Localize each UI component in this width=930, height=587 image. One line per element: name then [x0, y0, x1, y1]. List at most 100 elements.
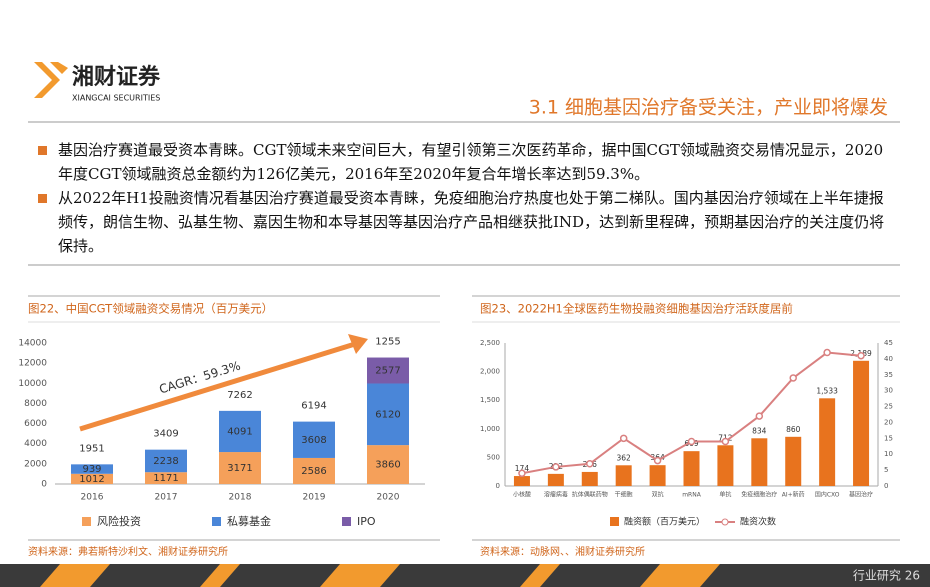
arrow — [79, 341, 356, 432]
line-marker — [552, 463, 560, 471]
bar — [853, 360, 870, 486]
bullet: 从2022年H1投融资情况看基因治疗赛道最受资本青睐，免疫细胞治疗热度也处于第二… — [36, 186, 896, 258]
y2-tick-label: 10 — [884, 450, 893, 458]
source: 资料来源：弗若斯特沙利文、湘财证券研究所 — [28, 545, 228, 558]
value-label: 834 — [752, 426, 767, 435]
total-label: 7262 — [227, 390, 252, 401]
line-marker — [619, 434, 628, 443]
total-label: 6194 — [301, 401, 326, 412]
y2-tick-label: 20 — [884, 418, 893, 426]
legend-label: 私募基金 — [227, 514, 271, 528]
legend-label: 融资次数 — [740, 516, 776, 528]
line-marker — [857, 351, 865, 360]
x-tick-label: 小核酸 — [513, 491, 531, 499]
legend-swatch — [721, 518, 729, 526]
x-tick-label: 2019 — [303, 493, 326, 503]
x-tick-label: mRNA — [682, 492, 702, 499]
bar-segment — [293, 421, 335, 458]
y-tick-label: 0 — [496, 482, 500, 490]
x-tick-label: 单抗 — [719, 491, 731, 499]
value-label: 1,533 — [816, 386, 838, 395]
segment-label: 1012 — [79, 474, 104, 485]
bar — [683, 451, 700, 486]
bar-segment — [367, 383, 409, 446]
section-title: 3.1 细胞基因治疗备受关注，产业即将爆发 — [529, 97, 888, 119]
y-tick-label: 2,500 — [480, 339, 500, 347]
x-tick-label: 抗体偶联药物 — [572, 491, 608, 499]
segment-label: 939 — [82, 464, 101, 475]
x-tick-label: 免疫细胞治疗 — [741, 491, 777, 499]
bar — [547, 473, 564, 486]
bar-segment — [71, 464, 113, 474]
bar — [615, 465, 632, 486]
y-tick-label: 2000 — [24, 459, 47, 469]
x-tick-label: 国内CXO — [815, 491, 840, 499]
legend-label: 风险投资 — [97, 514, 141, 528]
y-tick-label: 1,500 — [480, 396, 500, 404]
bullet: 基因治疗赛道最受资本青睐。CGT领域未来空间巨大，有望引领第三次医药革命，据中国… — [36, 138, 896, 186]
x-tick-label: 双抗 — [652, 491, 664, 499]
legend-swatch — [82, 517, 91, 526]
legend-swatch — [610, 517, 619, 526]
y2-tick-label: 15 — [884, 434, 893, 442]
line-marker — [755, 412, 764, 420]
segment-label: 6120 — [375, 409, 400, 420]
bar-segment — [71, 473, 113, 484]
legend-label: 融资额（百万美元） — [624, 516, 705, 528]
y2-tick-label: 25 — [884, 403, 893, 411]
y2-tick-label: 45 — [884, 339, 893, 347]
bar — [649, 465, 666, 486]
bar-segment — [367, 357, 409, 384]
arrow-head — [348, 334, 368, 354]
y2-tick-label: 5 — [884, 466, 888, 474]
x-tick-label: 2016 — [81, 493, 104, 503]
segment-label: 2586 — [301, 466, 326, 477]
total-label: 3409 — [153, 429, 178, 440]
bar-segment — [219, 452, 261, 484]
line-marker — [823, 348, 831, 357]
bar — [581, 471, 598, 486]
y2-tick-label: 0 — [884, 482, 888, 490]
x-tick-label: 2017 — [155, 493, 178, 503]
x-tick-label: 2018 — [229, 493, 252, 503]
y-tick-label: 12000 — [18, 359, 47, 369]
bar-segment — [145, 449, 187, 473]
x-tick-label: 2020 — [377, 493, 400, 503]
value-label: 362 — [617, 453, 632, 462]
y-tick-label: 10000 — [18, 379, 47, 389]
line-marker — [687, 437, 696, 446]
bar — [717, 445, 734, 486]
y-tick-label: 8000 — [24, 399, 47, 409]
segment-label: 4091 — [227, 426, 252, 437]
bullets: 基因治疗赛道最受资本青睐。CGT领域未来空间巨大，有望引领第三次医药革命，据中国… — [36, 138, 896, 258]
chart: 图22、中国CGT领域融资交易情况（百万美元） 0 2000 4000 6000 8000… — [18, 302, 425, 558]
total-label: 1951 — [79, 443, 104, 454]
y-tick-label: 14000 — [18, 339, 47, 349]
legend-label: IPO — [357, 515, 376, 528]
chart-title: 图22、中国CGT领域融资交易情况（百万美元） — [28, 302, 273, 316]
line-marker — [653, 456, 662, 465]
bar-segment — [367, 445, 409, 484]
segment-label: 2238 — [153, 456, 178, 467]
source: 资料来源：动脉网、、湘财证券研究所 — [480, 545, 645, 558]
chart-title: 图23、2022H1全球医药生物投融资细胞基因治疗活跃度居前 — [480, 302, 793, 316]
value-label: 860 — [786, 425, 801, 434]
bar — [751, 438, 768, 486]
logo-text: 湘财证券 — [72, 64, 161, 90]
y-tick-label: 1,000 — [480, 425, 500, 433]
x-tick-label: 溶瘤病毒 — [544, 491, 568, 499]
y2-tick-label: 35 — [884, 371, 893, 379]
x-tick-label: 基因治疗 — [849, 491, 873, 499]
y-tick-label: 6000 — [24, 419, 47, 429]
bar — [513, 476, 530, 486]
legend-swatch — [212, 517, 221, 526]
segment-label: 3860 — [375, 460, 400, 471]
total-label: 1255 — [375, 337, 400, 348]
segment-label: 2577 — [375, 366, 400, 377]
y2-tick-label: 30 — [884, 387, 893, 395]
legend-swatch — [342, 517, 351, 526]
logo-icon — [34, 62, 68, 98]
y-tick-label: 500 — [487, 453, 500, 461]
